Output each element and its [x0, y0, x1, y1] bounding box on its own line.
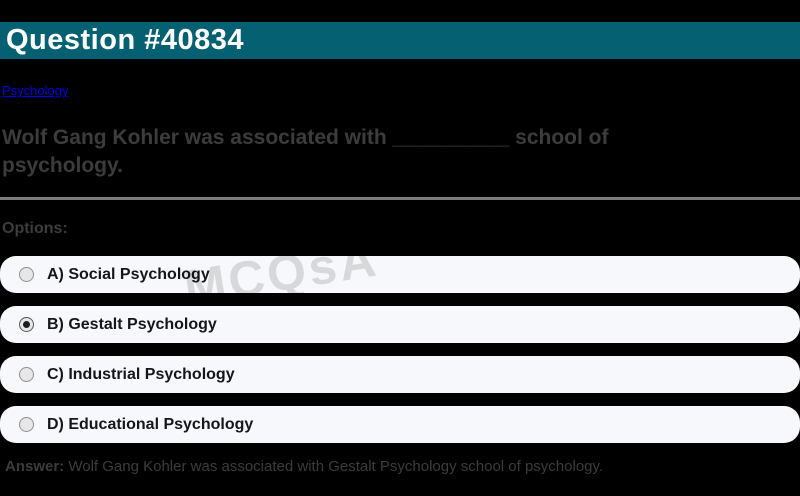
radio-button-c[interactable]: [19, 367, 34, 382]
options-list: A) Social Psychology B) Gestalt Psycholo…: [0, 256, 800, 443]
option-label-d: D) Educational Psychology: [47, 415, 254, 433]
category-link[interactable]: Psychology: [2, 83, 69, 98]
breadcrumb: Psychology: [2, 82, 800, 100]
option-row-b[interactable]: B) Gestalt Psychology: [0, 306, 800, 343]
options-label: Options:: [2, 220, 68, 237]
option-label-a: A) Social Psychology: [47, 265, 210, 283]
option-label-b: B) Gestalt Psychology: [47, 315, 217, 333]
option-row-c[interactable]: C) Industrial Psychology: [0, 356, 800, 393]
answer-line: Answer: Wolf Gang Kohler was associated …: [5, 458, 800, 476]
option-row-a[interactable]: A) Social Psychology: [0, 256, 800, 293]
option-row-d[interactable]: D) Educational Psychology: [0, 406, 800, 443]
radio-button-b[interactable]: [19, 317, 34, 332]
radio-button-d[interactable]: [19, 417, 34, 432]
question-text: Wolf Gang Kohler was associated with ___…: [2, 126, 609, 177]
question-page: { "page": { "background_color": "#000000…: [0, 22, 800, 496]
option-label-c: C) Industrial Psychology: [47, 365, 235, 383]
answer-text: Wolf Gang Kohler was associated with Ges…: [64, 458, 604, 475]
question-title: Question #40834: [6, 24, 244, 56]
divider: [0, 197, 800, 200]
radio-button-a[interactable]: [19, 267, 34, 282]
answer-prefix: Answer:: [5, 458, 65, 475]
question-header-bar: Question #40834: [0, 22, 800, 59]
